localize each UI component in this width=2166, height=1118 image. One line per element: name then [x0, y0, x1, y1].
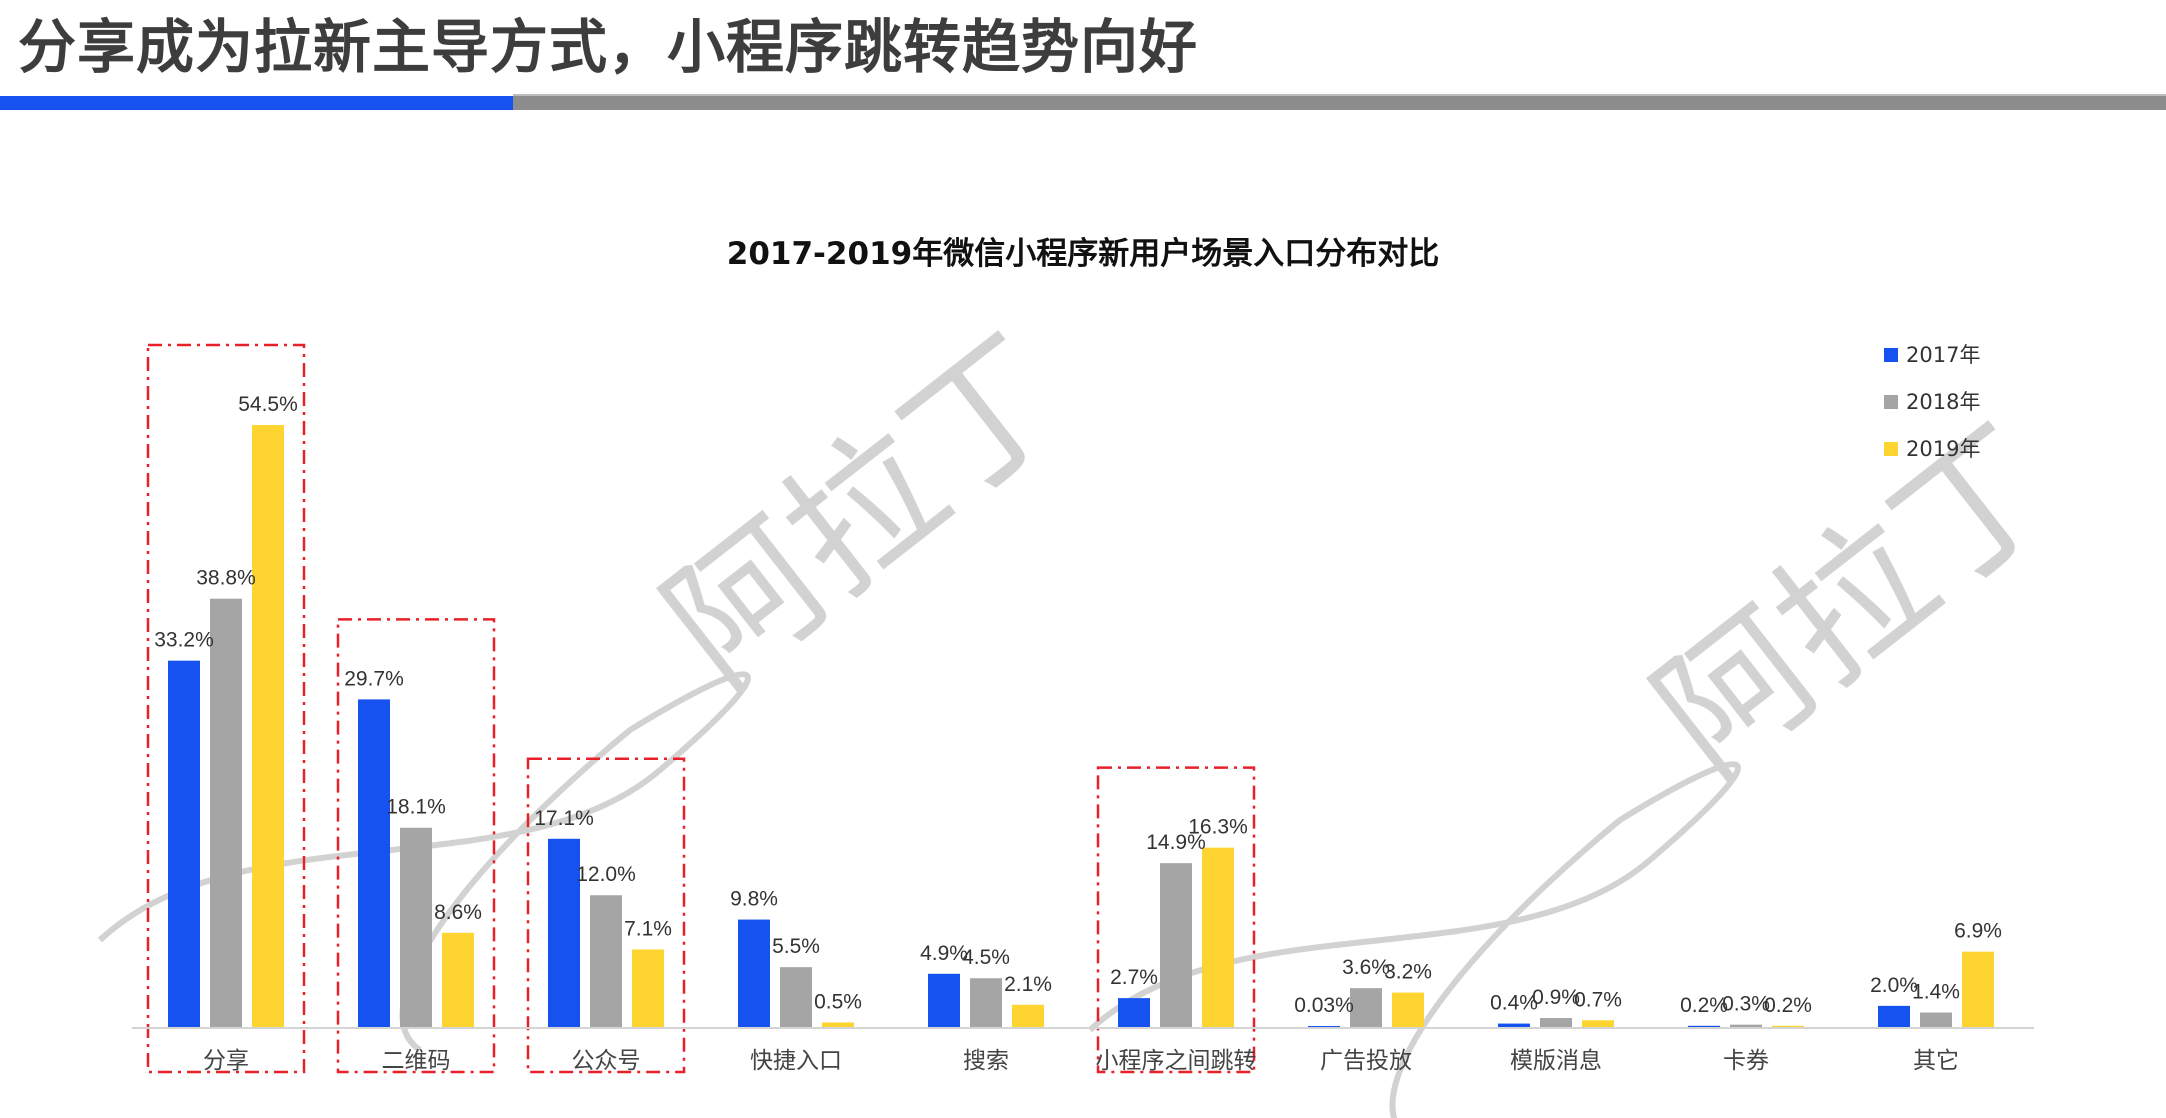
bar	[1202, 847, 1234, 1028]
data-label: 3.2%	[1384, 961, 1432, 984]
bar	[168, 660, 200, 1028]
bar	[1498, 1023, 1530, 1028]
chart-title: 2017-2019年微信小程序新用户场景入口分布对比	[726, 236, 1440, 272]
title-divider-thin	[513, 94, 2166, 96]
highlight-box	[1096, 766, 1256, 1074]
data-labels: 33.2% 38.8% 54.5% 29.7% 18.1% 8.6% 17.1% 12.0% 7…	[154, 393, 2002, 1017]
bar	[358, 699, 390, 1028]
bar	[1012, 1004, 1044, 1028]
data-label: 18.1%	[386, 796, 446, 819]
bar	[1118, 998, 1150, 1028]
watermark-text: 阿拉丁	[1625, 394, 2087, 808]
data-label: 38.8%	[196, 567, 256, 590]
data-label: 0.7%	[1574, 988, 1622, 1011]
category-label: 小程序之间跳转	[1096, 1048, 1257, 1074]
highlight-box	[526, 757, 686, 1074]
data-label: 0.9%	[1532, 986, 1580, 1009]
data-label: 33.2%	[154, 629, 214, 652]
data-label: 54.5%	[238, 393, 298, 416]
category-label: 公众号	[572, 1048, 641, 1074]
bar	[1350, 988, 1382, 1028]
bar	[548, 838, 580, 1028]
data-label: 29.7%	[344, 667, 404, 690]
bar	[210, 598, 242, 1028]
data-label: 2.7%	[1110, 966, 1158, 989]
data-label: 0.5%	[814, 990, 862, 1013]
bar	[400, 827, 432, 1028]
bar	[590, 895, 622, 1028]
data-label: 9.8%	[730, 888, 778, 911]
data-label: 4.5%	[962, 946, 1010, 969]
category-label: 其它	[1913, 1048, 1959, 1074]
legend-label: 2017年	[1906, 343, 1980, 367]
legend: 2017年 2018年 2019年	[1884, 343, 1980, 461]
bar	[738, 919, 770, 1028]
data-label: 2.1%	[1004, 973, 1052, 996]
category-label: 模版消息	[1510, 1048, 1602, 1074]
data-label: 5.5%	[772, 935, 820, 958]
data-label: 0.3%	[1722, 993, 1770, 1016]
title-divider	[513, 96, 2166, 110]
bar	[928, 973, 960, 1028]
bar	[252, 425, 284, 1028]
data-label: 17.1%	[534, 807, 594, 830]
category-label: 卡券	[1723, 1048, 1769, 1074]
data-label: 2.0%	[1870, 974, 1918, 997]
data-label: 16.3%	[1188, 816, 1248, 839]
page-title: 分享成为拉新主导方式，小程序跳转趋势向好	[18, 13, 1199, 81]
data-label: 4.9%	[920, 942, 968, 965]
data-label: 12.0%	[576, 863, 636, 886]
category-label: 搜索	[963, 1048, 1009, 1074]
bar	[1920, 1012, 1952, 1028]
category-label: 广告投放	[1320, 1048, 1412, 1074]
category-label: 二维码	[382, 1048, 451, 1074]
highlight-boxes	[146, 343, 1256, 1074]
legend-label: 2019年	[1906, 437, 1980, 461]
category-label: 快捷入口	[750, 1048, 842, 1074]
watermark-swoosh	[97, 671, 751, 1053]
data-label: 0.2%	[1680, 994, 1728, 1017]
bar	[1772, 1025, 1804, 1028]
legend-label: 2018年	[1906, 390, 1980, 414]
legend-swatch	[1884, 395, 1898, 409]
data-label: 0.03%	[1294, 994, 1354, 1017]
data-label: 14.9%	[1146, 831, 1206, 854]
bar	[1962, 951, 1994, 1028]
bar	[1688, 1025, 1720, 1028]
bar	[1878, 1005, 1910, 1028]
title-divider-accent	[0, 96, 513, 110]
data-label: 7.1%	[624, 917, 672, 940]
bar	[1160, 863, 1192, 1028]
data-label: 0.2%	[1764, 994, 1812, 1017]
watermark-swoosh	[1087, 761, 1741, 1118]
data-label: 1.4%	[1912, 981, 1960, 1004]
data-label: 8.6%	[434, 901, 482, 924]
data-label: 6.9%	[1954, 920, 2002, 943]
category-label: 分享	[203, 1048, 249, 1074]
bar	[1730, 1024, 1762, 1028]
data-label: 3.6%	[1342, 956, 1390, 979]
legend-swatch	[1884, 348, 1898, 362]
highlight-box	[146, 343, 306, 1074]
watermark-text: 阿拉丁	[635, 304, 1097, 718]
bars	[168, 425, 1994, 1028]
bar	[442, 932, 474, 1028]
bar	[1540, 1018, 1572, 1028]
data-label: 0.4%	[1490, 992, 1538, 1015]
bar	[970, 978, 1002, 1028]
bar	[1392, 992, 1424, 1028]
bar	[780, 967, 812, 1028]
legend-swatch	[1884, 442, 1898, 456]
bar	[1582, 1020, 1614, 1028]
category-labels: 分享 二维码 公众号 快捷入口 搜索 小程序之间跳转 广告投放 模版消息 卡券 其它	[203, 1048, 1959, 1074]
highlight-box	[336, 618, 496, 1074]
bar	[632, 949, 664, 1028]
bar	[822, 1022, 854, 1028]
